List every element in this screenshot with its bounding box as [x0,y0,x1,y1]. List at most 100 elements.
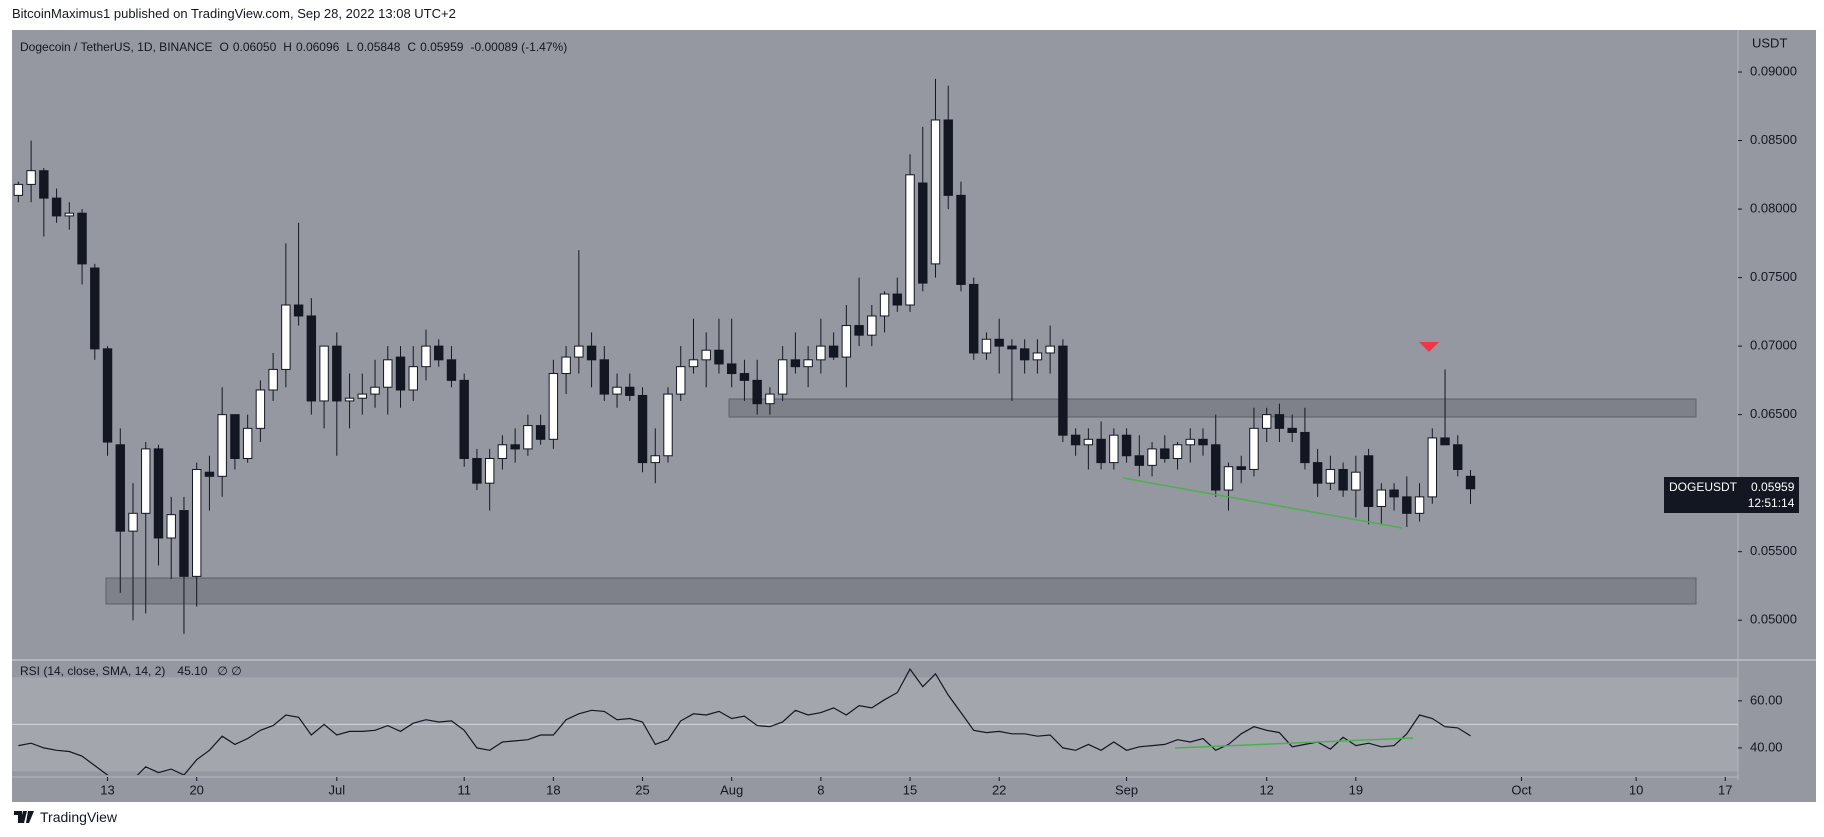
rsi-line [18,667,1471,775]
candle-body [64,212,75,217]
rsi-legend: RSI (14, close, SMA, 14, 2) 45.10 ∅ ∅ [20,664,242,678]
candle-body [1338,468,1348,491]
candle-body [1274,414,1285,429]
rsi-extra: ∅ ∅ [217,664,242,678]
x-tick-label: 25 [635,782,649,797]
candle-body [625,386,635,396]
y-tick-label: 0.06500 [1750,406,1797,421]
candle-body [1032,352,1043,361]
candle-body [1376,489,1387,507]
x-tick-label: 8 [817,782,824,797]
candle-body [1465,475,1476,490]
candle-body [1083,438,1094,446]
y-tick-label: 0.05000 [1750,612,1797,627]
candle-body [1414,496,1425,514]
candle-body [1351,471,1361,491]
candle-body [854,325,864,336]
y-tick-label: 0.07000 [1750,338,1797,353]
candle-body [242,427,253,459]
candle-body [612,386,622,395]
candle-body [446,359,457,381]
candle-body [1300,431,1310,464]
candle-body [204,471,215,477]
candle-body [892,293,902,306]
candle-body [434,345,444,361]
candle-body [77,212,87,265]
x-tick-label: 13 [100,782,114,797]
candle-body [230,414,240,459]
candle-body [115,444,125,532]
candle-body [217,414,227,477]
candle-body [969,283,979,354]
tag-symbol: DOGEUSDT [1669,479,1738,494]
candle-body [1109,434,1119,464]
candle-body [816,345,826,361]
candle-body [752,379,762,405]
candle-body [102,348,113,443]
candle-body [255,389,266,429]
x-tick-label: 22 [992,782,1006,797]
divergence-line [1122,477,1403,529]
bearish-marker [1419,342,1439,352]
candle-body [1427,437,1437,498]
candle-body [867,315,877,336]
legend-key: L [346,40,354,54]
x-tick-label: 15 [903,782,917,797]
candle-body [408,366,418,391]
candle-body [306,315,317,402]
candle-body [383,359,393,388]
candle-body [344,397,355,402]
candle-body [128,512,138,532]
legend-key: H [283,40,292,54]
candle-body [879,293,890,317]
candle-body [918,182,928,284]
candle-body [191,468,202,577]
candle-body [153,448,164,539]
candle-body [1312,462,1323,484]
candle-body [51,197,62,217]
candle-body [179,510,189,577]
legend-value: 0.06096 [295,40,340,54]
candle-body [739,373,750,381]
x-tick-label: 11 [457,782,471,797]
axis-unit: USDT [1752,35,1787,50]
legend-value: 0.05848 [357,40,401,54]
candle-body [1019,348,1030,361]
candle-body [319,345,329,402]
candle-body [395,356,406,391]
y-tick-label: 0.08500 [1750,132,1797,147]
resistance-zone [728,398,1697,418]
candle-body [535,425,546,440]
candle-body [281,304,291,370]
candle-body [905,174,915,306]
candle-body [39,170,49,199]
candle-body [676,366,686,395]
x-tick-label: Sep [1115,782,1138,797]
candle-body [1223,466,1234,491]
candle-body [459,379,469,459]
legend-value: 0.05959 [420,40,464,54]
x-tick-label: 20 [189,782,203,797]
candle-body [1402,496,1412,514]
candle-body [141,448,151,514]
y-tick-label: 0.07500 [1750,269,1797,284]
candle-body [574,345,584,358]
x-tick-label: Jul [329,782,346,797]
candle-body [1198,438,1208,446]
candle-body [841,325,852,358]
candle-body [688,359,699,368]
candle-body [472,457,482,484]
candle-body [1096,438,1106,464]
candle-body [1236,466,1246,470]
candle-body [523,425,533,450]
candle-body [701,349,711,361]
candle-body [484,457,495,484]
candle-body [828,345,839,358]
footer-text: TradingView [40,809,118,825]
x-tick-label: 19 [1349,782,1363,797]
candle-body [1389,489,1399,498]
candle-body [268,368,278,391]
x-tick-label: 12 [1259,782,1273,797]
candle-body [548,373,559,440]
y-tick-label: 0.05500 [1750,543,1797,558]
